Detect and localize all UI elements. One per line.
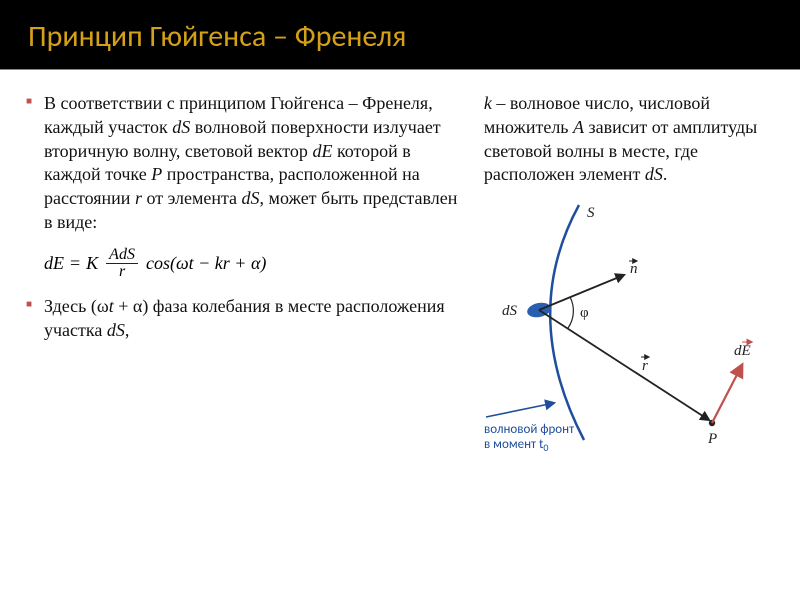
- dE-vector: [712, 365, 742, 423]
- frac-num: AdS: [106, 247, 138, 265]
- wavefront-arc: [550, 205, 584, 440]
- P-label: P: [707, 431, 717, 447]
- dS-label: dS: [502, 303, 518, 319]
- diagram-svg: S dS n r: [484, 195, 774, 455]
- caption-line2: в момент t0: [484, 437, 548, 454]
- slide-title: Принцип Гюйгенса – Френеля: [28, 18, 772, 55]
- dE-label: dE: [734, 343, 751, 359]
- phi-arc: [568, 297, 573, 328]
- formula-lhs: dE: [44, 253, 64, 274]
- formula: dE = K AdS r cos(ωt − kr + α): [44, 247, 460, 282]
- bullet-list-2: Здесь (ωt + α) фаза колебания в месте ра…: [26, 295, 460, 343]
- content-area: В соответствии с принципом Гюйгенса – Фр…: [0, 70, 800, 600]
- bullet-list: В соответствии с принципом Гюйгенса – Фр…: [26, 92, 460, 235]
- right-paragraph: k – волновое число, числовой множитель A…: [484, 92, 774, 187]
- S-label: S: [587, 205, 595, 221]
- bullet-2: Здесь (ωt + α) фаза колебания в месте ра…: [26, 295, 460, 343]
- formula-fraction: AdS r: [106, 247, 138, 282]
- slide: Принцип Гюйгенса – Френеля В соответстви…: [0, 0, 800, 600]
- formula-cos: cos(ωt − kr + α): [146, 253, 266, 274]
- formula-eq: =: [70, 253, 80, 274]
- bullet-1: В соответствии с принципом Гюйгенса – Фр…: [26, 92, 460, 235]
- diagram: S dS n r: [484, 195, 774, 580]
- left-column: В соответствии с принципом Гюйгенса – Фр…: [26, 92, 460, 580]
- phi-label: φ: [580, 305, 589, 321]
- formula-K: K: [86, 253, 98, 274]
- right-column: k – волновое число, числовой множитель A…: [484, 92, 774, 580]
- caption-arrow: [486, 403, 554, 417]
- caption-line1: волновой фронт: [484, 422, 574, 437]
- title-bar: Принцип Гюйгенса – Френеля: [0, 0, 800, 69]
- r-label: r: [642, 358, 648, 374]
- r-vector: [539, 310, 709, 420]
- frac-den: r: [116, 264, 128, 281]
- n-label: n: [630, 261, 638, 277]
